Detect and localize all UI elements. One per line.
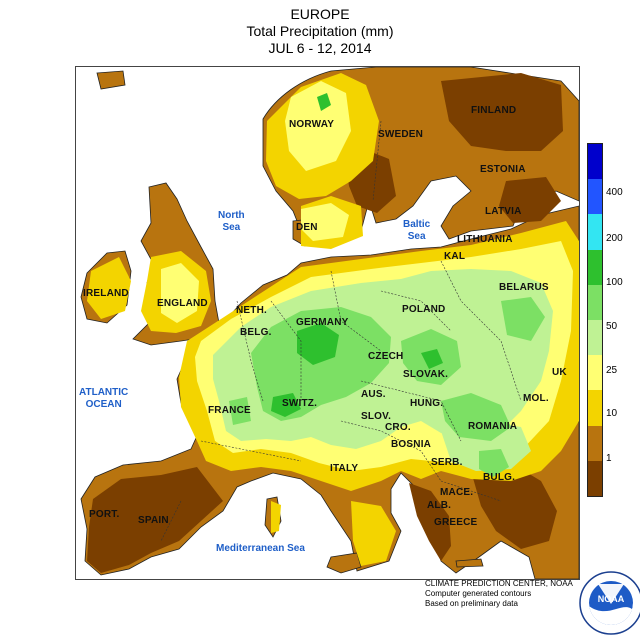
label-poland: POLAND [402,304,446,315]
credit-line-1: CLIMATE PREDICTION CENTER, NOAA [425,579,573,588]
precip-200-400 [271,93,443,417]
noaa-logo-text: NOAA [598,594,625,604]
label-mediterranean-sea: Mediterranean Sea [216,543,305,554]
label-latvia: LATVIA [485,206,522,217]
legend-tick-10: 10 [606,408,618,419]
legend-tick-50: 50 [606,321,618,332]
land-iceland-islands [96,70,126,90]
label-north-sea: North Sea [218,210,245,234]
label-atlantic-ocean: ATLANTIC OCEAN [79,387,128,411]
land-sicily [326,552,362,574]
label-sweden: SWEDEN [378,129,424,140]
label-ukr: UK [552,367,567,378]
label-kal: KAL [444,251,466,262]
title-region: EUROPE [290,6,350,22]
legend-tick-400: 400 [606,187,623,198]
legend-colorbar [587,143,603,497]
label-belg: BELG. [240,327,272,338]
label-belarus: BELARUS [499,282,549,293]
label-ireland: IRELAND [83,288,129,299]
label-greece: GREECE [434,517,478,528]
label-alb: ALB. [427,500,452,511]
label-estonia: ESTONIA [480,164,526,175]
atlantic-line-1: ATLANTIC [79,387,129,398]
label-czech: CZECH [368,351,404,362]
label-italy: ITALY [330,463,359,474]
legend-swatch [588,390,602,426]
legend-swatch [588,460,602,496]
north-sea-line-2: Sea [222,222,241,233]
label-finland: FINLAND [471,105,517,116]
legend-swatch [588,214,602,250]
noaa-logo: NOAA [579,571,640,635]
land-crete [455,558,484,568]
label-den: DEN [296,222,318,233]
precipitation-map: FINLAND NORWAY SWEDEN ESTONIA LATVIA LIT… [75,66,580,580]
label-bulg: BULG. [483,472,516,483]
label-aus: AUS. [361,389,386,400]
label-cro: CRO. [385,422,411,433]
label-neth: NETH. [236,305,267,316]
credit-line-2: Computer generated contours [425,589,532,598]
label-france: FRANCE [208,405,251,416]
baltic-sea-line-1: Baltic [403,219,431,230]
label-lithuania: LITHUANIA [457,234,513,245]
map-canvas [80,67,579,579]
label-mol: MOL. [523,393,549,404]
country-borders [160,120,522,542]
label-hung: HUNG. [410,398,444,409]
legend-tick-100: 100 [606,277,623,288]
legend-tick-200: 200 [606,233,623,244]
label-romania: ROMANIA [468,421,518,432]
legend-swatch [588,320,602,356]
title-variable: Total Precipitation (mm) [246,23,394,39]
legend-tick-1: 1 [606,453,612,464]
label-slovak: SLOVAK. [403,369,449,380]
label-baltic-sea: Baltic Sea [403,219,430,243]
title-period: JUL 6 - 12, 2014 [268,40,372,56]
label-norway: NORWAY [289,119,335,130]
legend-swatch [588,179,602,215]
north-sea-line-1: North [218,210,245,221]
label-germany: GERMANY [296,317,349,328]
label-mace: MACE. [440,487,474,498]
credit-line-3: Based on preliminary data [425,599,518,608]
legend-swatch [588,355,602,391]
map-title: EUROPE Total Precipitation (mm) JUL 6 - … [0,6,640,57]
label-bosnia: BOSNIA [391,439,432,450]
label-england: ENGLAND [157,298,208,309]
label-port: PORT. [89,509,120,520]
legend-swatch [588,144,602,180]
label-spain: SPAIN [138,515,169,526]
legend-swatch [588,284,602,320]
precip-100-200 [229,297,545,477]
legend-swatch [588,425,602,461]
legend-tick-25: 25 [606,365,618,376]
label-switz: SWITZ. [282,398,318,409]
atlantic-line-2: OCEAN [85,399,122,410]
label-slov: SLOV. [361,411,392,422]
baltic-sea-line-2: Sea [407,231,426,242]
label-serb: SERB. [431,457,463,468]
legend-swatch [588,249,602,285]
